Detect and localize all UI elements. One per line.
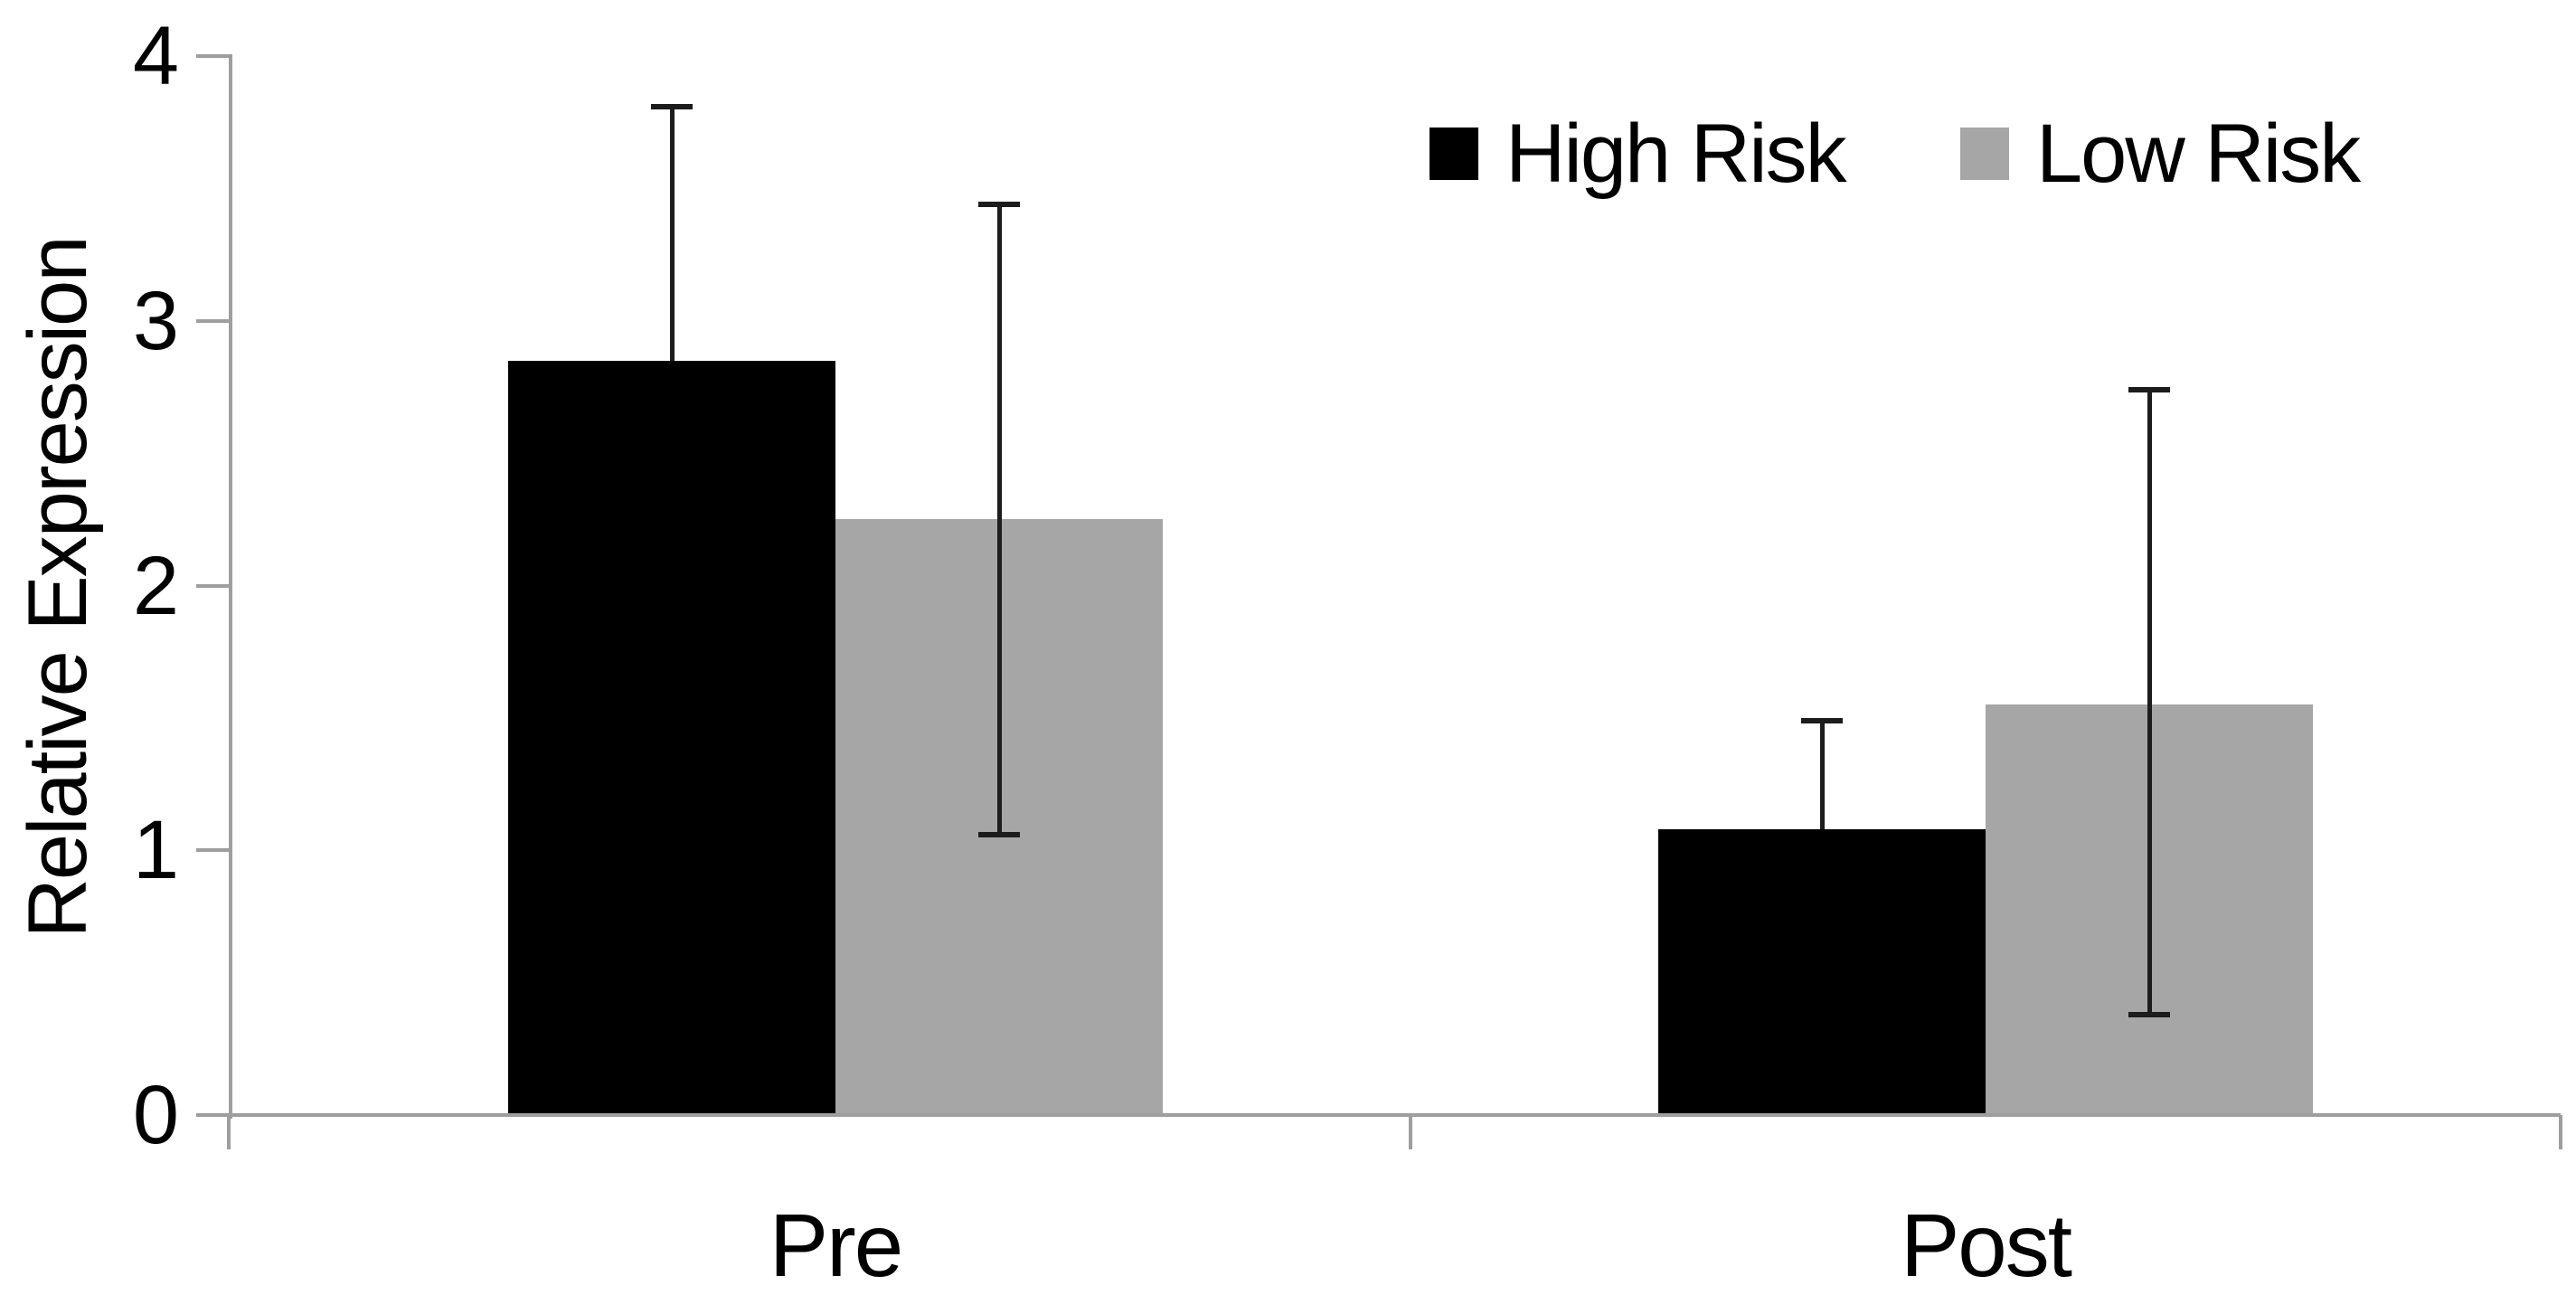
legend-swatch-high-risk [1430, 128, 1478, 180]
y-axis-title: Relative Expression [12, 237, 104, 939]
error-stem-pre-high-risk [669, 106, 675, 361]
x-axis-line [229, 1113, 2561, 1117]
error-cap-upper-post-low-risk [2128, 386, 2170, 392]
y-tick-label-0: 0 [132, 1069, 179, 1161]
bar-post-high-risk [1658, 828, 1986, 1117]
error-stem-pre-low-risk [996, 203, 1002, 835]
y-tick-1 [196, 848, 229, 853]
y-tick-2 [196, 583, 229, 588]
y-tick-label-4: 4 [132, 10, 179, 102]
legend-label-high-risk: High Risk [1505, 108, 1847, 200]
x-category-label-pre: Pre [769, 1196, 904, 1295]
x-tick-2 [2559, 1115, 2562, 1149]
error-cap-upper-pre-high-risk [651, 103, 693, 109]
error-cap-lower-post-low-risk [2128, 1011, 2170, 1017]
x-tick-1 [1409, 1115, 1412, 1149]
x-tick-0 [227, 1115, 231, 1149]
y-tick-label-3: 3 [132, 274, 179, 367]
y-tick-label-2: 2 [132, 539, 179, 632]
bar-pre-high-risk [508, 360, 835, 1117]
legend-swatch-low-risk [1960, 128, 2009, 180]
y-tick-3 [196, 318, 229, 323]
y-axis-line [229, 54, 232, 1119]
x-category-label-post: Post [1900, 1196, 2072, 1295]
y-tick-4 [196, 54, 229, 58]
y-tick-label-1: 1 [132, 804, 179, 897]
error-stem-post-low-risk [2147, 389, 2152, 1015]
error-stem-post-high-risk [1819, 720, 1825, 829]
error-cap-upper-pre-low-risk [978, 201, 1020, 207]
error-cap-lower-pre-low-risk [978, 831, 1020, 837]
error-cap-upper-post-high-risk [1801, 717, 1843, 723]
legend-item-low-risk: Low Risk [1960, 112, 2361, 195]
legend-label-low-risk: Low Risk [2036, 108, 2361, 200]
legend-item-high-risk: High Risk [1430, 112, 1847, 195]
y-tick-0 [196, 1113, 229, 1117]
